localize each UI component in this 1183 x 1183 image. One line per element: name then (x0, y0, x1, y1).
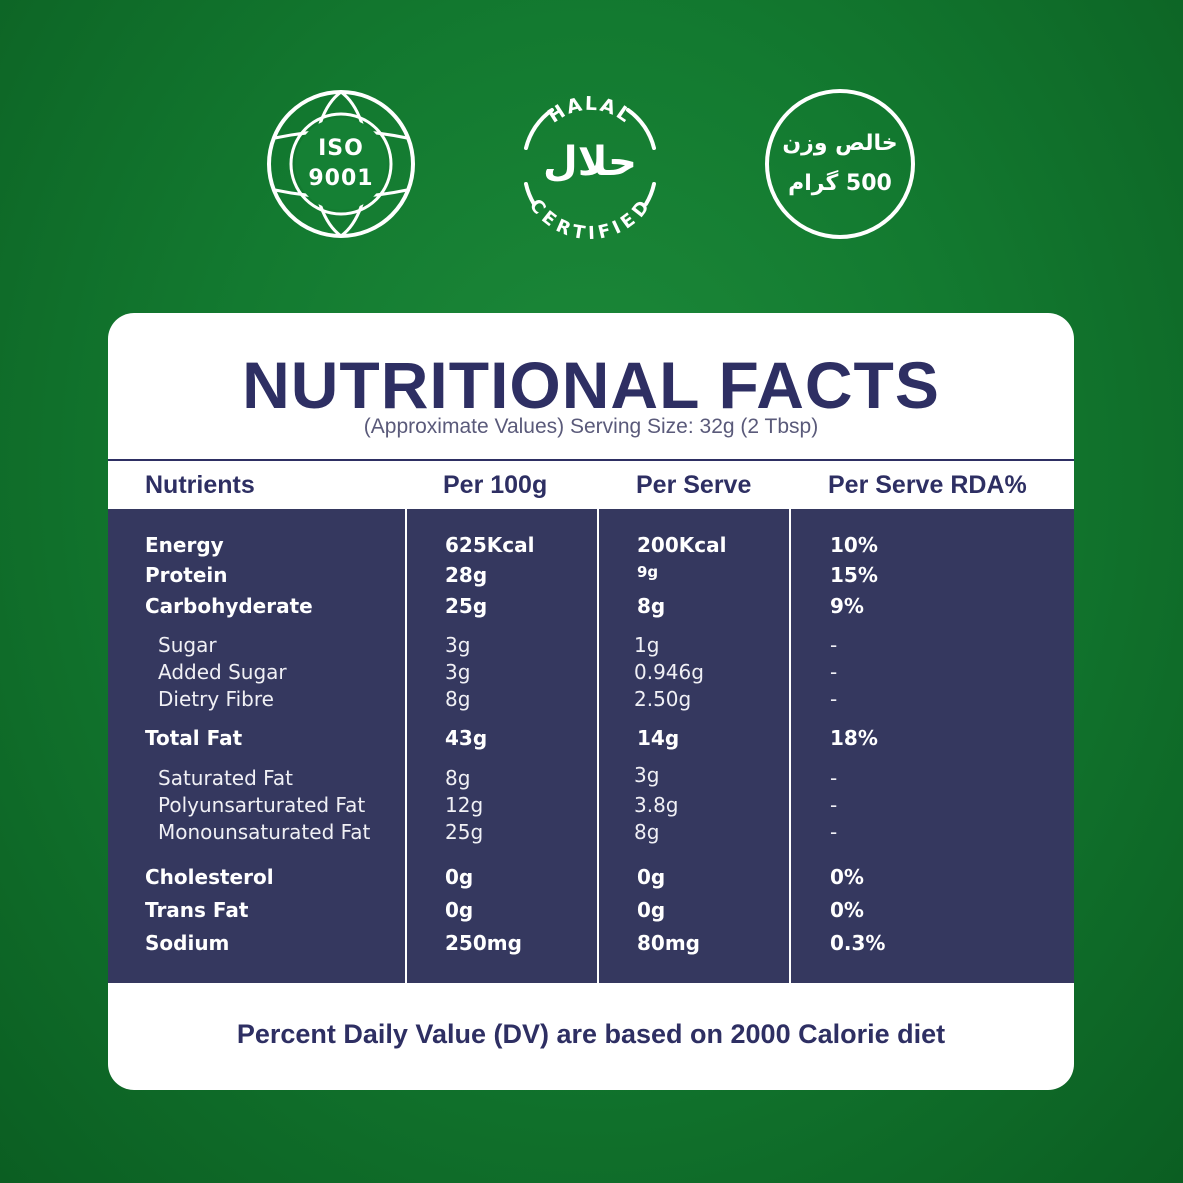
nutrient-name: Added Sugar (158, 660, 287, 684)
rda-value: 0.3% (830, 931, 886, 955)
table-row: Cholesterol 0g 0g 0% (108, 865, 1074, 891)
per-100g-value: 25g (445, 594, 488, 618)
per-100g-value: 0g (445, 865, 474, 889)
net-weight-line-2: 500 گرام (788, 171, 892, 196)
halal-seal-icon: HALAL CERTIFIED (524, 93, 656, 240)
rda-value: 18% (830, 726, 878, 750)
table-row: Total Fat 43g 14g 18% (108, 726, 1074, 752)
table-row: Trans Fat 0g 0g 0% (108, 898, 1074, 924)
header-divider (108, 459, 1074, 461)
rda-value: - (830, 793, 838, 817)
per-serve-value: 1g (634, 633, 660, 657)
column-header-nutrients: Nutrients (145, 471, 255, 499)
nutrient-name: Total Fat (145, 726, 243, 750)
net-weight-badge: خالص وزن 500 گرام (764, 88, 916, 240)
halal-arabic-text: حلال (543, 139, 637, 185)
nutrient-name: Saturated Fat (158, 766, 293, 790)
per-100g-value: 8g (445, 766, 471, 790)
rda-value: - (830, 660, 838, 684)
nutrient-name: Dietry Fibre (158, 687, 274, 711)
rda-value: 10% (830, 533, 878, 557)
halal-top-text: HALAL (544, 93, 634, 128)
daily-value-footnote: Percent Daily Value (DV) are based on 20… (236, 1019, 946, 1049)
table-row: Carbohyderate 25g 8g 9% (108, 594, 1074, 620)
rda-value: - (830, 766, 838, 790)
per-100g-value: 3g (445, 660, 471, 684)
per-serve-value: 2.50g (634, 687, 692, 711)
table-row: Sugar 3g 1g - (108, 633, 1074, 659)
column-divider (597, 509, 599, 983)
nutrition-facts-card: NUTRITIONAL FACTS (Approximate Values) S… (108, 313, 1074, 1090)
nutrient-name: Polyunsarturated Fat (158, 793, 366, 817)
svg-text:CERTIFIED: CERTIFIED (525, 195, 655, 240)
rda-value: - (830, 820, 838, 844)
iso-9001-badge: ISO 9001 (265, 88, 417, 240)
nutrition-table: Energy 625Kcal 200Kcal 10% Protein 28g 9… (108, 509, 1074, 983)
table-row: Monounsaturated Fat 25g 8g - (108, 820, 1074, 846)
table-row: Energy 625Kcal 200Kcal 10% (108, 533, 1074, 559)
per-100g-value: 250mg (445, 931, 522, 955)
per-serve-value: 14g (637, 726, 680, 750)
per-100g-value: 625Kcal (445, 533, 535, 557)
halal-bottom-text: CERTIFIED (525, 195, 653, 240)
iso-label: ISO 9001 (308, 134, 373, 194)
per-serve-value: 3.8g (634, 793, 679, 817)
per-100g-value: 0g (445, 898, 474, 922)
column-header-per-100g: Per 100g (443, 471, 548, 499)
rda-value: - (830, 633, 838, 657)
column-divider (405, 509, 407, 983)
rda-value: 0% (830, 898, 864, 922)
per-serve-value: 3g (634, 763, 660, 787)
rda-value: 15% (830, 563, 878, 587)
per-100g-value: 28g (445, 563, 488, 587)
nutrient-name: Sugar (158, 633, 217, 657)
iso-line-1: ISO (318, 136, 364, 161)
page-title: NUTRITIONAL FACTS (242, 348, 940, 422)
net-weight-line-1: خالص وزن (782, 131, 898, 156)
nutrient-name: Protein (145, 563, 228, 587)
globe-icon (267, 90, 415, 238)
svg-text:HALAL: HALAL (544, 93, 636, 128)
table-row: Polyunsarturated Fat 12g 3.8g - (108, 793, 1074, 819)
table-header: Nutrients Per 100g Per Serve Per Serve R… (108, 471, 1074, 507)
per-100g-value: 25g (445, 820, 484, 844)
per-100g-value: 12g (445, 793, 484, 817)
per-serve-value: 9g (637, 563, 659, 581)
per-100g-value: 43g (445, 726, 488, 750)
rda-value: 0% (830, 865, 864, 889)
nutrient-name: Trans Fat (145, 898, 249, 922)
per-serve-value: 8g (637, 594, 666, 618)
table-row: Added Sugar 3g 0.946g - (108, 660, 1074, 686)
table-row: Protein 28g 9g 15% (108, 563, 1074, 589)
nutrient-name: Carbohyderate (145, 594, 313, 618)
column-header-per-serve: Per Serve (636, 471, 752, 499)
nutrient-name: Cholesterol (145, 865, 274, 889)
table-row: Sodium 250mg 80mg 0.3% (108, 931, 1074, 957)
per-serve-value: 80mg (637, 931, 700, 955)
net-weight-label: خالص وزن 500 گرام (782, 124, 897, 204)
halal-certified-badge: HALAL CERTIFIED حلال (514, 88, 666, 240)
table-row: Saturated Fat 8g 3g - (108, 763, 1074, 792)
serving-size-subtitle: (Approximate Values) Serving Size: 32g (… (363, 415, 819, 438)
nutrient-name: Energy (145, 533, 224, 557)
per-serve-value: 0.946g (634, 660, 704, 684)
circle-icon (765, 89, 915, 239)
per-100g-value: 3g (445, 633, 471, 657)
rda-value: - (830, 687, 838, 711)
column-divider (789, 509, 791, 983)
per-100g-value: 8g (445, 687, 471, 711)
per-serve-value: 0g (637, 898, 666, 922)
per-serve-value: 8g (634, 820, 660, 844)
nutrient-name: Sodium (145, 931, 230, 955)
rda-value: 9% (830, 594, 864, 618)
per-serve-value: 200Kcal (637, 533, 727, 557)
column-header-rda: Per Serve RDA% (828, 471, 1027, 499)
nutrient-name: Monounsaturated Fat (158, 820, 371, 844)
iso-line-2: 9001 (308, 166, 374, 191)
per-serve-value: 0g (637, 865, 666, 889)
table-row: Dietry Fibre 8g 2.50g - (108, 687, 1074, 713)
